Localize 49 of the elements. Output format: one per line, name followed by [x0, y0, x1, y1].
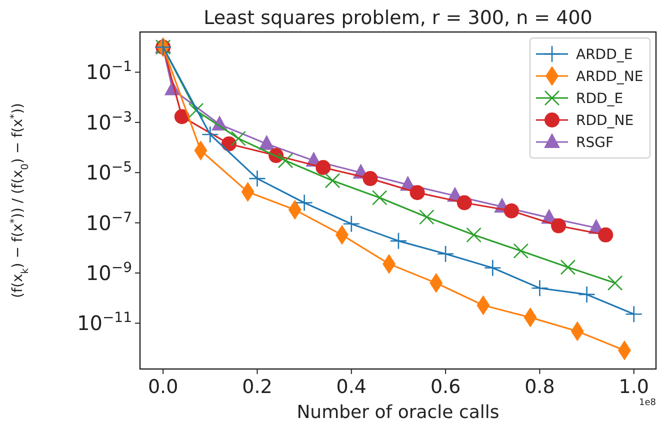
point	[230, 130, 246, 146]
point	[248, 170, 266, 188]
point	[504, 203, 519, 218]
point	[436, 245, 454, 263]
x-tick-label: 0.6	[430, 376, 461, 398]
y-tick-label: 10$^{−3}$	[86, 109, 132, 134]
point	[578, 286, 596, 304]
x-tick-label: 0.0	[148, 376, 178, 398]
point	[531, 279, 548, 297]
point	[278, 152, 294, 168]
x-tick-label: 1.0	[618, 376, 649, 398]
chart-title: Least squares problem, r = 300, n = 400	[204, 7, 592, 29]
y-tick-label: 10$^{−11}$	[77, 310, 132, 336]
point	[466, 227, 482, 243]
text: 1e8	[639, 398, 656, 408]
x-tick-label: 0.4	[336, 376, 366, 398]
legend-label: ARDD_NE	[576, 69, 644, 85]
point	[513, 243, 529, 259]
point	[296, 194, 313, 212]
legend-label: RDD_E	[576, 91, 624, 107]
y-tick-label: 10$^{−5}$	[86, 160, 132, 185]
point	[188, 102, 204, 118]
point	[410, 185, 425, 200]
x-tick-label: 0.2	[242, 376, 272, 398]
point	[625, 305, 643, 323]
point	[372, 190, 388, 206]
point	[174, 109, 190, 124]
y-tick-label: 10$^{−7}$	[86, 210, 132, 235]
point	[560, 260, 576, 275]
point	[484, 259, 502, 277]
point	[362, 171, 378, 186]
legend-label: ARDD_E	[576, 47, 633, 63]
x-axis-title: Number of oracle calls	[296, 402, 500, 423]
x-tick-label: 0.8	[524, 376, 555, 398]
point	[419, 209, 434, 225]
legend-label: RDD_NE	[576, 113, 634, 129]
point	[456, 195, 472, 210]
point	[258, 134, 275, 150]
y-tick-label: 10$^{−9}$	[86, 260, 132, 286]
point	[342, 215, 360, 232]
legend-label: RSGF	[576, 135, 614, 151]
point	[607, 275, 623, 291]
point	[202, 126, 219, 144]
point	[551, 218, 566, 234]
y-tick-label: 10$^{−1}$	[86, 59, 132, 84]
point	[324, 172, 340, 188]
point	[598, 227, 614, 242]
point	[316, 160, 331, 175]
point	[390, 232, 408, 250]
